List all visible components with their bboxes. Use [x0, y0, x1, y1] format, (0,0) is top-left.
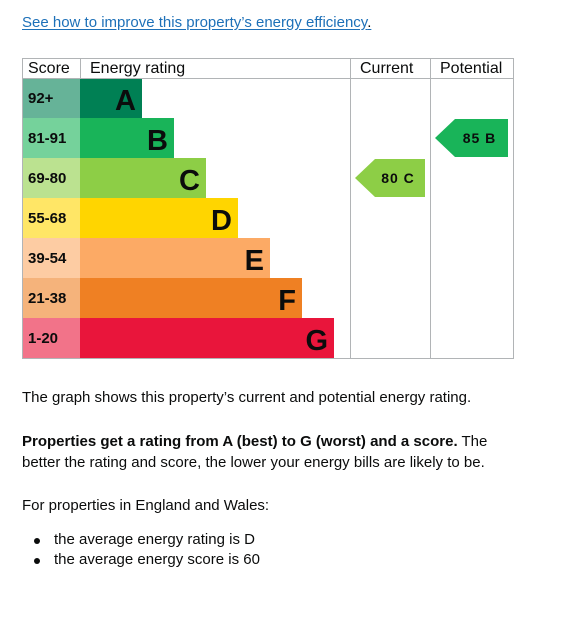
current-rating-arrow — [355, 159, 425, 197]
rating-explanation-rest: The better the rating and score, the low… — [22, 433, 488, 471]
score-label: 21-38 — [28, 290, 66, 307]
average-list: the average energy rating is D the avera… — [22, 530, 260, 570]
improve-efficiency-link-text[interactable]: See how to improve this property’s energ… — [22, 14, 368, 31]
score-cell — [22, 198, 80, 238]
band-bar-b — [80, 118, 174, 158]
header-score: Score — [28, 60, 70, 77]
band-bar-f — [80, 278, 302, 318]
score-label: 1-20 — [28, 330, 58, 347]
band-letter: D — [211, 205, 232, 237]
score-label: 39-54 — [28, 250, 67, 267]
score-cell — [22, 158, 80, 198]
score-label: 55-68 — [28, 210, 66, 227]
current-rating-label: 80 C — [381, 170, 415, 186]
graph-description: The graph shows this property’s current … — [22, 389, 472, 406]
band-letter: E — [245, 245, 264, 277]
band-bar-e — [80, 238, 270, 278]
score-label: 69-80 — [28, 170, 66, 187]
score-cell — [22, 78, 80, 118]
band-letter: A — [115, 85, 136, 117]
band-bar-g — [80, 318, 334, 358]
band-letter: B — [147, 125, 168, 157]
header-potential: Potential — [440, 60, 502, 77]
rating-explanation: Properties get a rating from A (best) to… — [22, 431, 522, 473]
energy-rating-chart: Score Energy rating Current Potential 92+ A 81… — [22, 58, 514, 359]
score-label: 81-91 — [28, 130, 66, 147]
average-rating-item: the average energy rating is D — [22, 530, 260, 550]
average-score-item: the average energy score is 60 — [22, 550, 260, 570]
band-bar-c — [80, 158, 206, 198]
band-letter: G — [305, 325, 328, 357]
band-bar-a — [80, 78, 142, 118]
band-bar-d — [80, 198, 238, 238]
score-cell — [22, 238, 80, 278]
improve-efficiency-link[interactable]: See how to improve this property’s energ… — [22, 14, 371, 31]
band-letter: C — [179, 165, 200, 197]
england-wales-label: For properties in England and Wales: — [22, 497, 270, 514]
band-letter: F — [278, 285, 296, 317]
header-energy-rating: Energy rating — [90, 60, 185, 77]
score-label: 92+ — [28, 90, 54, 107]
chart-frame — [22, 58, 514, 359]
potential-rating-label: 85 B — [463, 130, 497, 146]
score-cell — [22, 318, 80, 358]
link-suffix: . — [367, 14, 372, 31]
score-cell — [22, 278, 80, 318]
header-current: Current — [360, 60, 414, 77]
potential-rating-arrow — [435, 119, 508, 157]
rating-explanation-bold: Properties get a rating from A (best) to… — [22, 433, 458, 450]
score-cell — [22, 118, 80, 158]
